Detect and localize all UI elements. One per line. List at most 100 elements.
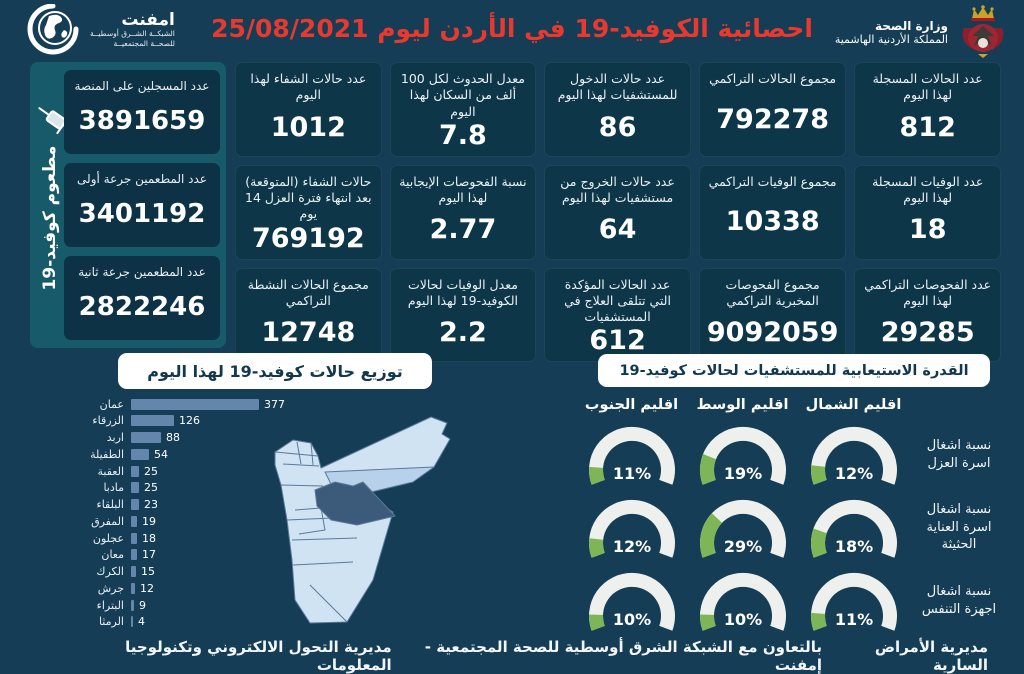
stat-card: عدد حالات الدخول للمستشفيات لهذا اليوم 86 (544, 62, 691, 157)
bar-label: جرش (97, 581, 124, 595)
gauge-icon: 12% (810, 426, 897, 485)
stat-card: عدد الوفيات المسجلة لهذا اليوم 18 (854, 164, 1001, 260)
footer-left: مديرية التحول الالكتروني وتكنولوجيا المع… (125, 638, 392, 674)
stat-card-value: 812 (899, 111, 956, 143)
bar-row: الطفيلة 54 (62, 447, 288, 461)
bar (131, 448, 149, 460)
gauge-value: 19% (723, 464, 761, 483)
stat-card-value: 7.8 (439, 119, 487, 151)
bar-row: اربد 88 (62, 431, 288, 445)
bar (131, 499, 139, 511)
stat-card-label: عدد الفحوصات التراكمي لهذا اليوم (864, 276, 992, 308)
gauge-cell: 10% (687, 568, 798, 634)
bar-label: الزرقاء (92, 414, 124, 428)
gauge-cell: 18% (798, 495, 909, 561)
footer-right: مديرية الأمراض السارية (874, 638, 988, 674)
bar (131, 616, 133, 628)
bar-value: 25 (144, 481, 158, 495)
bar-row: عمان 377 (62, 398, 288, 411)
capacity-title: القدرة الاستيعابية للمستشفيات لحالات كوف… (598, 354, 990, 387)
stat-card-label: مجموع الفحوصات المخبرية التراكمي (725, 276, 820, 308)
bar-row: العقبة 25 (62, 464, 288, 478)
stat-card-label: عدد حالات الشفاء لهذا اليوم (250, 71, 367, 103)
stat-grid: عدد الحالات المسجلة لهذا اليوم 812 مجموع ا… (235, 62, 1001, 363)
gauge-cell: 11% (576, 422, 687, 488)
gauge-icon: 10% (699, 572, 786, 631)
bar-value: 4 (138, 615, 145, 629)
stat-card-label: عدد حالات الدخول للمستشفيات لهذا اليوم (557, 71, 678, 103)
stat-card-value: 1012 (270, 111, 346, 143)
bar-value: 18 (142, 531, 156, 545)
bar-label: عجلون (92, 531, 124, 545)
bar-row: البتراء 9 (62, 598, 288, 612)
bar-row: الزرقاء 126 (62, 414, 288, 428)
stat-card: عدد حالات الخروج من مستشفيات لهذا اليوم 6… (544, 164, 691, 260)
bar-value: 54 (154, 447, 168, 461)
bar-row: معان 17 (62, 548, 288, 561)
region-header: اقليم الجنوب (584, 397, 679, 413)
gauge-value: 10% (723, 610, 761, 629)
stat-card-value: 12748 (261, 317, 356, 349)
vaccine-stat-label: عدد المطعمين جرعة أولى (77, 172, 207, 186)
bar-label: البتراء (96, 598, 124, 612)
bar-label: الطفيلة (90, 447, 124, 461)
bar-label: اربد (106, 431, 124, 445)
stat-card-value: 10338 (725, 206, 820, 238)
bar-row: مادبا 25 (62, 481, 288, 495)
kingdom-name: المملكة الأردنية الهاشمية (834, 32, 948, 46)
gauge-cell: 10% (576, 568, 687, 634)
stat-card: مجموع الوفيات التراكمي 10338 (698, 164, 847, 260)
gauge-cell: 12% (798, 422, 909, 488)
vaccine-panel: مطعوم كوفيد-19 عدد المسجلين على المنصة 38… (30, 62, 226, 348)
vaccine-stat-box: عدد المطعمين جرعة ثانية 2822246 (64, 256, 220, 340)
bar (131, 599, 134, 611)
jordan-map (235, 390, 475, 630)
jordan-coat-of-arms-icon (962, 5, 1004, 58)
bar (131, 532, 137, 544)
bar-value: 126 (179, 414, 200, 428)
vaccine-stat-value: 2822246 (78, 292, 206, 323)
gauge-icon: 11% (588, 426, 675, 485)
gauge-cell: 12% (576, 495, 687, 561)
stat-card: معدل الحدوث لكل 100 ألف من السكان لهذا ا… (389, 62, 537, 157)
bar-label: العقبة (97, 464, 125, 478)
bar-value: 12 (140, 581, 154, 595)
footer: مديرية الأمراض السارية بالتعاون مع الشبك… (0, 638, 1024, 674)
bar (131, 432, 161, 444)
distribution-title: توزيع حالات كوفيد-19 لهذا اليوم (118, 353, 432, 389)
bar (131, 582, 135, 594)
vaccine-stats: عدد المسجلين على المنصة 3891659 عدد المطعم… (64, 70, 220, 340)
bar-value: 19 (142, 514, 156, 528)
bar-row: الكرك 15 (62, 565, 288, 579)
stat-card-value: 792278 (716, 103, 829, 135)
bar (131, 465, 139, 477)
bar-row: البلقاء 23 (62, 498, 288, 512)
gauge-icon: 29% (699, 499, 786, 558)
stat-card: عدد حالات الشفاء لهذا اليوم 1012 (235, 62, 382, 157)
gauge-icon: 12% (588, 499, 675, 558)
stat-card-value: 86 (598, 111, 637, 143)
stat-card-label: عدد الحالات المسجلة لهذا اليوم (872, 71, 983, 103)
stat-card: مجموع الفحوصات المخبرية التراكمي 9092059 (698, 267, 847, 363)
stat-card: عدد الحالات المسجلة لهذا اليوم 812 (854, 62, 1001, 157)
stat-card: عدد الفحوصات التراكمي لهذا اليوم 29285 (854, 267, 1001, 363)
stat-card-label: عدد حالات الخروج من مستشفيات لهذا اليوم (560, 173, 675, 205)
jordan-map-icon (274, 416, 451, 624)
bar-label: المفرق (91, 514, 124, 528)
gauge-value: 12% (834, 464, 872, 483)
footer-center: بالتعاون مع الشبكة الشرق أوسطية للصحة ال… (424, 638, 823, 674)
vaccine-stat-box: عدد المطعمين جرعة أولى 3401192 (64, 163, 220, 247)
gauge-cell: 11% (798, 568, 909, 634)
bar-label: الرمثا (98, 615, 124, 629)
governorate-bar-chart: عمان 377 الزرقاء 126 اربد 88 الطفيلة 54 العقبة 25… (62, 398, 288, 629)
gauge-value: 12% (612, 537, 650, 556)
stat-card-label: عدد الوفيات المسجلة لهذا اليوم (872, 173, 984, 205)
stat-card-value: 2.2 (439, 317, 487, 349)
emphnet-name: امفنت (121, 9, 175, 30)
vaccine-stat-box: عدد المسجلين على المنصة 3891659 (64, 70, 220, 154)
region-header: اقليم الشمال (805, 397, 902, 413)
bar (131, 515, 137, 527)
bar-label: الكرك (96, 565, 124, 579)
bar-label: البلقاء (96, 498, 124, 512)
